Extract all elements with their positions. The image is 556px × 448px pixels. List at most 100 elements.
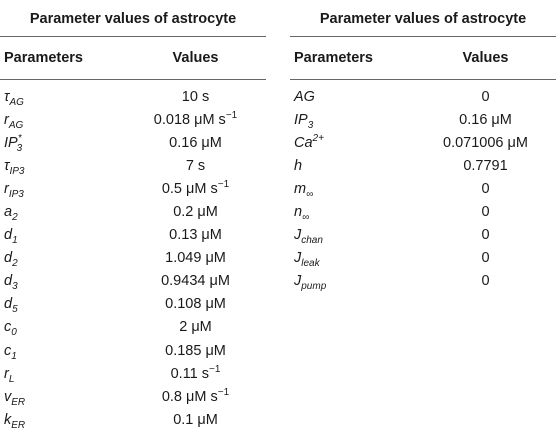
parameter-subscript: AG	[8, 119, 24, 131]
table-row: kER 0.1 μM	[0, 408, 266, 431]
value-text: 0	[481, 180, 490, 197]
parameter-subscript: ∞	[306, 188, 314, 200]
parameter-superscript: 2+	[312, 132, 324, 144]
parameter-base: m	[294, 180, 307, 197]
parameter-base: r	[4, 180, 9, 197]
parameter-base: IP	[294, 111, 308, 128]
parameter-subscript: 3	[16, 142, 23, 154]
parameter-subscript: ER	[11, 396, 26, 408]
table-row: τIP3 7 s	[0, 154, 266, 177]
parameter-symbol: d2	[0, 250, 125, 268]
parameter-value: 0	[415, 273, 556, 289]
parameter-symbol: n∞	[290, 204, 415, 222]
value-text: 0.2 μM	[173, 204, 218, 221]
parameter-symbol: d3	[0, 273, 125, 293]
parameter-symbol: Jchan	[290, 227, 415, 245]
parameter-superscript: *	[17, 132, 22, 144]
right-table-header: Parameters Values	[290, 37, 556, 80]
parameter-base: k	[4, 411, 12, 428]
parameter-base: d	[4, 250, 13, 267]
table-row: d2 1.049 μM	[0, 247, 266, 270]
parameter-subscript: L	[8, 373, 15, 385]
right-header-values: Values	[462, 50, 509, 66]
table-row: Jleak 0	[290, 247, 556, 270]
table-row: Jchan 0	[290, 224, 556, 247]
value-text: 2 μM	[179, 319, 212, 336]
parameter-symbol: m∞	[290, 180, 415, 200]
value-text: 0.018 μM s	[153, 111, 226, 128]
value-text: 0.16 μM	[169, 134, 222, 151]
parameter-value: 0	[415, 89, 556, 105]
parameter-subscript: ER	[11, 419, 26, 431]
parameter-base: r	[4, 365, 9, 382]
parameter-symbol: d5	[0, 296, 125, 316]
parameter-symbol: τAG	[0, 89, 125, 108]
value-text: 0.9434 μM	[161, 273, 230, 290]
value-text: 10 s	[181, 88, 210, 105]
table-row: c1 0.185 μM	[0, 339, 266, 362]
parameter-value: 0.7791	[415, 158, 556, 174]
parameter-symbol: Jpump	[290, 273, 415, 291]
parameter-value: 0.018 μM s−1	[125, 110, 266, 128]
table-row: Jpump 0	[290, 270, 556, 293]
parameter-value: 0.071006 μM	[415, 135, 556, 151]
value-exponent: −1	[209, 363, 221, 375]
parameter-symbol: τIP3	[0, 158, 125, 177]
parameter-base: J	[294, 273, 302, 290]
parameter-subscript: 3	[12, 281, 18, 293]
parameter-base: c	[4, 342, 12, 359]
parameter-subscript: 0	[11, 327, 17, 339]
parameter-base: d	[4, 273, 13, 290]
parameter-value: 0.13 μM	[125, 227, 266, 243]
value-text: 0.1 μM	[173, 411, 218, 428]
parameter-symbol: IP*3	[0, 132, 125, 154]
parameter-subscript: 5	[12, 304, 18, 316]
value-exponent: −1	[217, 386, 230, 398]
parameter-base: n	[294, 204, 303, 221]
table-row: rIP3 0.5 μM s−1	[0, 177, 266, 200]
parameter-symbol: Ca2+	[290, 132, 415, 150]
parameter-value: 0.8 μM s−1	[125, 386, 266, 404]
table-row: m∞ 0	[290, 177, 556, 200]
value-exponent: −1	[217, 179, 230, 191]
parameter-subscript: 3	[307, 119, 314, 131]
parameter-base: d	[4, 296, 13, 313]
value-text: 0.11 s	[170, 365, 210, 382]
table-row: a2 0.2 μM	[0, 200, 266, 223]
parameter-value: 0.108 μM	[125, 296, 266, 312]
parameter-symbol: Jleak	[290, 250, 415, 270]
parameter-base: J	[294, 250, 302, 267]
parameter-base: IP	[4, 134, 18, 151]
parameter-subscript: AG	[9, 96, 24, 108]
table-row: c0 2 μM	[0, 316, 266, 339]
value-text: 0.16 μM	[459, 111, 512, 128]
parameter-value: 2 μM	[125, 319, 266, 335]
table-row: rL 0.11 s−1	[0, 362, 266, 385]
parameter-value: 0	[415, 227, 556, 243]
parameter-subscript: 1	[12, 235, 18, 246]
parameter-symbol: kER	[0, 411, 125, 431]
value-text: 0.185 μM	[165, 342, 226, 359]
parameter-value: 0.9434 μM	[125, 273, 266, 289]
parameter-subscript: leak	[301, 258, 320, 270]
parameter-base: v	[4, 388, 12, 405]
right-table-body: AG 0 IP3 0.16 μM Ca2+ 0.071006 μM h 0.7791 m∞ 0 n∞…	[290, 80, 556, 293]
table-row: AG 0	[290, 85, 556, 108]
parameter-base: AG	[294, 88, 315, 105]
parameter-symbol: c1	[0, 342, 125, 361]
value-text: 0.108 μM	[165, 296, 226, 313]
right-parameter-table: Parameter values of astrocyte Parameters…	[290, 0, 556, 293]
parameter-value: 0	[415, 250, 556, 266]
parameter-value: 7 s	[125, 158, 266, 174]
parameter-symbol: vER	[0, 388, 125, 408]
table-row: d1 0.13 μM	[0, 224, 266, 247]
value-text: 7 s	[185, 157, 206, 174]
left-table-header: Parameters Values	[0, 37, 266, 80]
parameter-symbol: a2	[0, 204, 125, 222]
parameter-base: J	[294, 227, 302, 244]
table-row: Ca2+ 0.071006 μM	[290, 131, 556, 154]
table-row: d5 0.108 μM	[0, 293, 266, 316]
parameter-subscript: IP3	[9, 165, 25, 177]
left-header-parameters: Parameters	[4, 50, 83, 66]
left-parameter-table: Parameter values of astrocyte Parameters…	[0, 0, 266, 431]
